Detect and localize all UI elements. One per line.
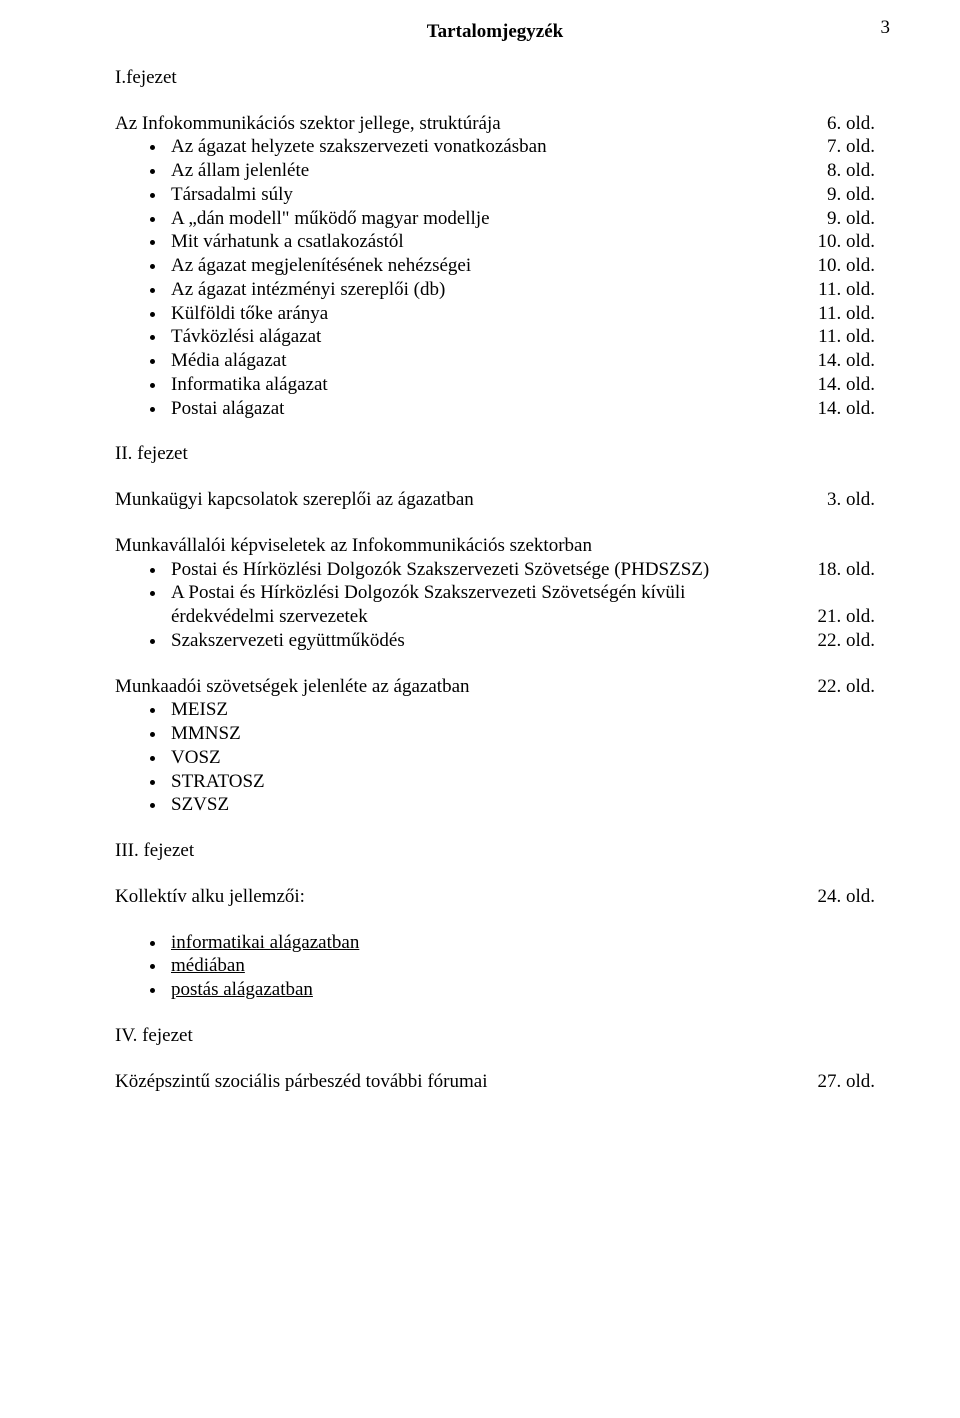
chapter-4-line: Középszintű szociális párbeszéd további … xyxy=(115,1070,875,1094)
toc-page: 11. old. xyxy=(795,325,875,349)
list-item: médiában xyxy=(167,954,875,978)
toc-page: 10. old. xyxy=(795,230,875,254)
toc-label: Az ágazat helyzete szakszervezeti vonatk… xyxy=(171,135,795,159)
toc-label: Az ágazat megjelenítésének nehézségei xyxy=(171,254,795,278)
toc-page: 14. old. xyxy=(795,349,875,373)
toc-label: VOSZ xyxy=(171,747,221,768)
toc-label: érdekvédelmi szervezetek xyxy=(171,605,795,629)
page-number: 3 xyxy=(881,16,891,40)
list-item: STRATOSZ xyxy=(167,770,875,794)
toc-title: Tartalomjegyzék xyxy=(115,20,875,44)
toc-line: Munkaügyi kapcsolatok szereplői az ágaza… xyxy=(115,488,875,512)
toc-label: Munkaügyi kapcsolatok szereplői az ágaza… xyxy=(115,488,795,512)
toc-label: médiában xyxy=(171,955,245,976)
toc-page: 7. old. xyxy=(795,135,875,159)
list-item: MMNSZ xyxy=(167,722,875,746)
list-item: A Postai és Hírközlési Dolgozók Szakszer… xyxy=(167,581,875,629)
toc-page: 10. old. xyxy=(795,254,875,278)
toc-label: A „dán modell" működő magyar modellje xyxy=(171,207,795,231)
chapter-2-line1: Munkaügyi kapcsolatok szereplői az ágaza… xyxy=(115,488,875,512)
list-item: Külföldi tőke aránya11. old. xyxy=(167,302,875,326)
toc-line: Munkaadói szövetségek jelenléte az ágaza… xyxy=(115,675,875,699)
toc-page: 11. old. xyxy=(795,302,875,326)
toc-label: Kollektív alku jellemzői: xyxy=(115,885,795,909)
toc-label: Az ágazat intézményi szereplői (db) xyxy=(171,278,795,302)
list-item: VOSZ xyxy=(167,746,875,770)
toc-page: 14. old. xyxy=(795,397,875,421)
list-item: Az ágazat helyzete szakszervezeti vonatk… xyxy=(167,135,875,159)
toc-label: Postai alágazat xyxy=(171,397,795,421)
chapter-2-sub2: Munkaadói szövetségek jelenléte az ágaza… xyxy=(115,675,875,818)
chapter-1-list: Az ágazat helyzete szakszervezeti vonatk… xyxy=(115,135,875,420)
toc-line: Az Infokommunikációs szektor jellege, st… xyxy=(115,112,875,136)
toc-label: Az Infokommunikációs szektor jellege, st… xyxy=(115,112,795,136)
toc-label: Szakszervezeti együttműködés xyxy=(171,629,795,653)
chapter-3-line: Kollektív alku jellemzői: 24. old. xyxy=(115,885,875,909)
toc-label: Informatika alágazat xyxy=(171,373,795,397)
toc-label: MMNSZ xyxy=(171,723,241,744)
toc-page: 9. old. xyxy=(795,183,875,207)
list-item: Mit várhatunk a csatlakozástól10. old. xyxy=(167,230,875,254)
chapter-3-list: informatikai alágazatban médiában postás… xyxy=(115,931,875,1002)
toc-page: 22. old. xyxy=(795,675,875,699)
toc-label: informatikai alágazatban xyxy=(171,932,359,953)
toc-label: Média alágazat xyxy=(171,349,795,373)
list-item: Az ágazat megjelenítésének nehézségei10.… xyxy=(167,254,875,278)
chapter-3-heading: III. fejezet xyxy=(115,839,875,863)
toc-label: Munkavállalói képviseletek az Infokommun… xyxy=(115,534,875,558)
toc-label: Távközlési alágazat xyxy=(171,325,795,349)
list-item: Távközlési alágazat11. old. xyxy=(167,325,875,349)
toc-label: STRATOSZ xyxy=(171,771,265,792)
toc-page: 3. old. xyxy=(795,488,875,512)
toc-label: Postai és Hírközlési Dolgozók Szakszerve… xyxy=(171,558,795,582)
chapter-4-heading: IV. fejezet xyxy=(115,1024,875,1048)
toc-label: A Postai és Hírközlési Dolgozók Szakszer… xyxy=(171,581,875,605)
toc-label: Munkaadói szövetségek jelenléte az ágaza… xyxy=(115,675,795,699)
toc-label: Mit várhatunk a csatlakozástól xyxy=(171,230,795,254)
list-item: Informatika alágazat14. old. xyxy=(167,373,875,397)
toc-page: 14. old. xyxy=(795,373,875,397)
list-item: A „dán modell" működő magyar modellje9. … xyxy=(167,207,875,231)
list-item: Társadalmi súly9. old. xyxy=(167,183,875,207)
chapter-2-sub1: Munkavállalói képviseletek az Infokommun… xyxy=(115,534,875,653)
toc-page: 8. old. xyxy=(795,159,875,183)
list-item: Média alágazat14. old. xyxy=(167,349,875,373)
toc-label: postás alágazatban xyxy=(171,979,313,1000)
chapter-2-heading: II. fejezet xyxy=(115,442,875,466)
toc-page: 27. old. xyxy=(795,1070,875,1094)
list-item: postás alágazatban xyxy=(167,978,875,1002)
list-item: SZVSZ xyxy=(167,793,875,817)
chapter-1-heading: I.fejezet xyxy=(115,66,875,90)
toc-page: 22. old. xyxy=(795,629,875,653)
chapter-2-sub2-list: MEISZ MMNSZ VOSZ STRATOSZ SZVSZ xyxy=(115,698,875,817)
toc-line: Középszintű szociális párbeszéd további … xyxy=(115,1070,875,1094)
list-item: Postai alágazat14. old. xyxy=(167,397,875,421)
list-item: Az ágazat intézményi szereplői (db)11. o… xyxy=(167,278,875,302)
toc-label: SZVSZ xyxy=(171,794,229,815)
toc-label: Társadalmi súly xyxy=(171,183,795,207)
toc-page: 11. old. xyxy=(795,278,875,302)
toc-page: 21. old. xyxy=(795,605,875,629)
list-item: informatikai alágazatban xyxy=(167,931,875,955)
toc-page: 9. old. xyxy=(795,207,875,231)
list-item: MEISZ xyxy=(167,698,875,722)
toc-label: Külföldi tőke aránya xyxy=(171,302,795,326)
chapter-2-sub1-list: Postai és Hírközlési Dolgozók Szakszerve… xyxy=(115,558,875,653)
list-item: Az állam jelenléte8. old. xyxy=(167,159,875,183)
toc-line: Kollektív alku jellemzői: 24. old. xyxy=(115,885,875,909)
page: 3 Tartalomjegyzék I.fejezet Az Infokommu… xyxy=(0,0,960,1418)
list-item: Postai és Hírközlési Dolgozók Szakszerve… xyxy=(167,558,875,582)
toc-page: 6. old. xyxy=(795,112,875,136)
toc-page: 18. old. xyxy=(795,558,875,582)
list-item: Szakszervezeti együttműködés22. old. xyxy=(167,629,875,653)
toc-label: Középszintű szociális párbeszéd további … xyxy=(115,1070,795,1094)
toc-label: MEISZ xyxy=(171,699,228,720)
chapter-1-block: Az Infokommunikációs szektor jellege, st… xyxy=(115,112,875,421)
chapter-3-list-block: informatikai alágazatban médiában postás… xyxy=(115,931,875,1002)
toc-label: Az állam jelenléte xyxy=(171,159,795,183)
toc-page: 24. old. xyxy=(795,885,875,909)
